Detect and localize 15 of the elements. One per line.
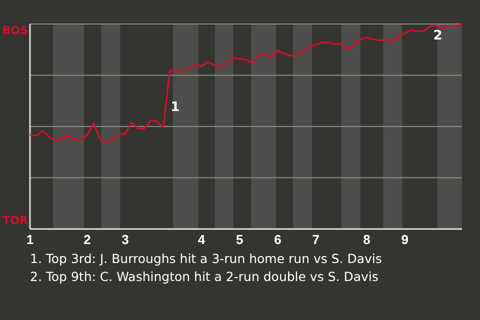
x-tick-label: 2 xyxy=(84,232,91,248)
annotation: 1 xyxy=(170,100,180,115)
x-tick-label: 5 xyxy=(236,232,244,248)
x-tick-label: 6 xyxy=(274,232,282,248)
annotation: 2 xyxy=(433,28,442,44)
x-tick-label: 4 xyxy=(198,232,206,248)
x-tick-label: 9 xyxy=(401,232,408,248)
x-tick-label: 3 xyxy=(122,232,129,248)
text: 1. Top 3rd: J. Burroughs hit a 3-run home run vs S. Davis xyxy=(30,251,382,266)
x-tick-label: 1 xyxy=(26,232,34,248)
text: 2. Top 9th: C. Washington hit a 2-run double vs S. Davis xyxy=(30,269,378,284)
text: BOS xyxy=(2,24,28,38)
text: TOR xyxy=(2,214,29,228)
x-tick-label: 8 xyxy=(363,232,370,248)
x-tick-label: 7 xyxy=(312,232,320,248)
